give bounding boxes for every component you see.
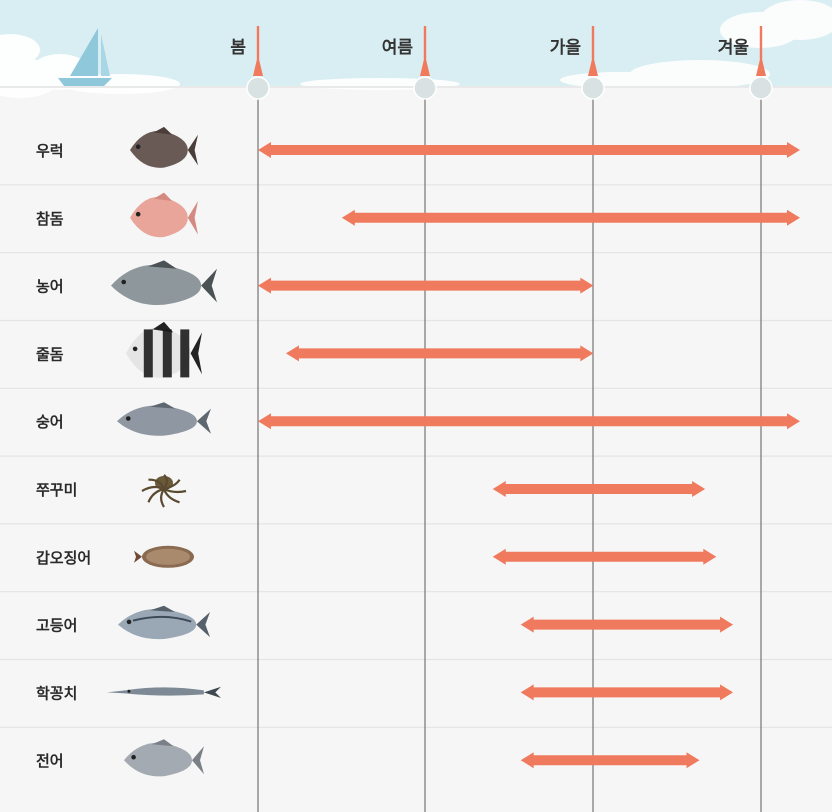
striped-beakperch-icon <box>126 321 202 378</box>
fish-name: 농어 <box>36 278 64 296</box>
fish-row: 학꽁치 <box>36 684 734 702</box>
fish-row: 농어 <box>36 260 594 306</box>
season-range-arrow <box>520 684 734 701</box>
season-range-arrow <box>341 209 800 226</box>
row-bands <box>0 184 832 728</box>
fish-row: 숭어 <box>36 402 800 436</box>
season-range-arrow <box>520 752 700 769</box>
season-marker <box>756 26 766 76</box>
fish-row: 쭈꾸미 <box>36 474 706 508</box>
season-marker-dot <box>413 76 437 100</box>
mackerel-icon <box>118 605 210 640</box>
season-headers: 봄 여름 가을 겨울 <box>230 26 773 100</box>
fish-name: 참돔 <box>36 210 64 228</box>
season-range-arrow <box>258 277 594 294</box>
season-range-arrow <box>258 142 800 158</box>
fish-name: 줄돔 <box>36 345 64 363</box>
fish-name: 갑오징어 <box>36 549 91 567</box>
fish-name: 쭈꾸미 <box>36 481 77 499</box>
season-label: 봄 <box>230 38 246 58</box>
row-divider <box>0 455 832 457</box>
season-range-arrow <box>258 413 800 430</box>
fish-row: 고등어 <box>36 605 734 640</box>
row-divider <box>0 184 832 186</box>
season-marker <box>588 26 598 76</box>
cuttlefish-icon <box>134 545 194 568</box>
needlefish-icon <box>107 686 221 698</box>
row-divider <box>0 523 832 525</box>
webfoot-octopus-icon <box>141 474 187 508</box>
sea-bass-icon <box>111 260 217 306</box>
row-divider <box>0 658 832 661</box>
red-seabream-icon <box>130 192 198 238</box>
fish-row: 갑오징어 <box>36 545 717 568</box>
fish-row: 전어 <box>36 739 700 777</box>
season-label: 겨울 <box>718 38 750 58</box>
row-divider <box>0 319 832 322</box>
season-marker-dot <box>581 76 605 100</box>
season-label: 가을 <box>550 38 582 58</box>
mullet-icon <box>117 402 211 436</box>
fish-name: 숭어 <box>36 413 64 431</box>
fish-name: 우럭 <box>36 142 64 160</box>
row-divider <box>0 387 832 389</box>
rockfish-icon <box>130 126 198 168</box>
season-range-arrow <box>285 345 594 362</box>
season-marker-dot <box>749 76 773 100</box>
fish-name: 고등어 <box>36 617 77 635</box>
season-label: 여름 <box>382 38 414 58</box>
fish-row: 줄돔 <box>36 321 594 378</box>
season-range-arrow <box>492 481 706 497</box>
sky-header <box>0 0 832 98</box>
fish-row: 우럭 <box>36 126 800 168</box>
row-divider <box>0 252 832 254</box>
fish-name: 전어 <box>36 752 64 770</box>
sailboat-icon <box>58 28 112 86</box>
row-divider <box>0 591 832 593</box>
row-divider <box>0 726 832 728</box>
gizzard-shad-icon <box>124 739 204 777</box>
season-range-arrow <box>520 616 734 633</box>
season-grid <box>257 88 762 812</box>
fish-row: 참돔 <box>36 192 800 238</box>
season-marker-dot <box>246 76 270 100</box>
fish-name: 학꽁치 <box>36 684 77 702</box>
season-range-arrow <box>492 548 717 565</box>
season-marker <box>420 26 430 76</box>
season-marker <box>253 26 263 76</box>
